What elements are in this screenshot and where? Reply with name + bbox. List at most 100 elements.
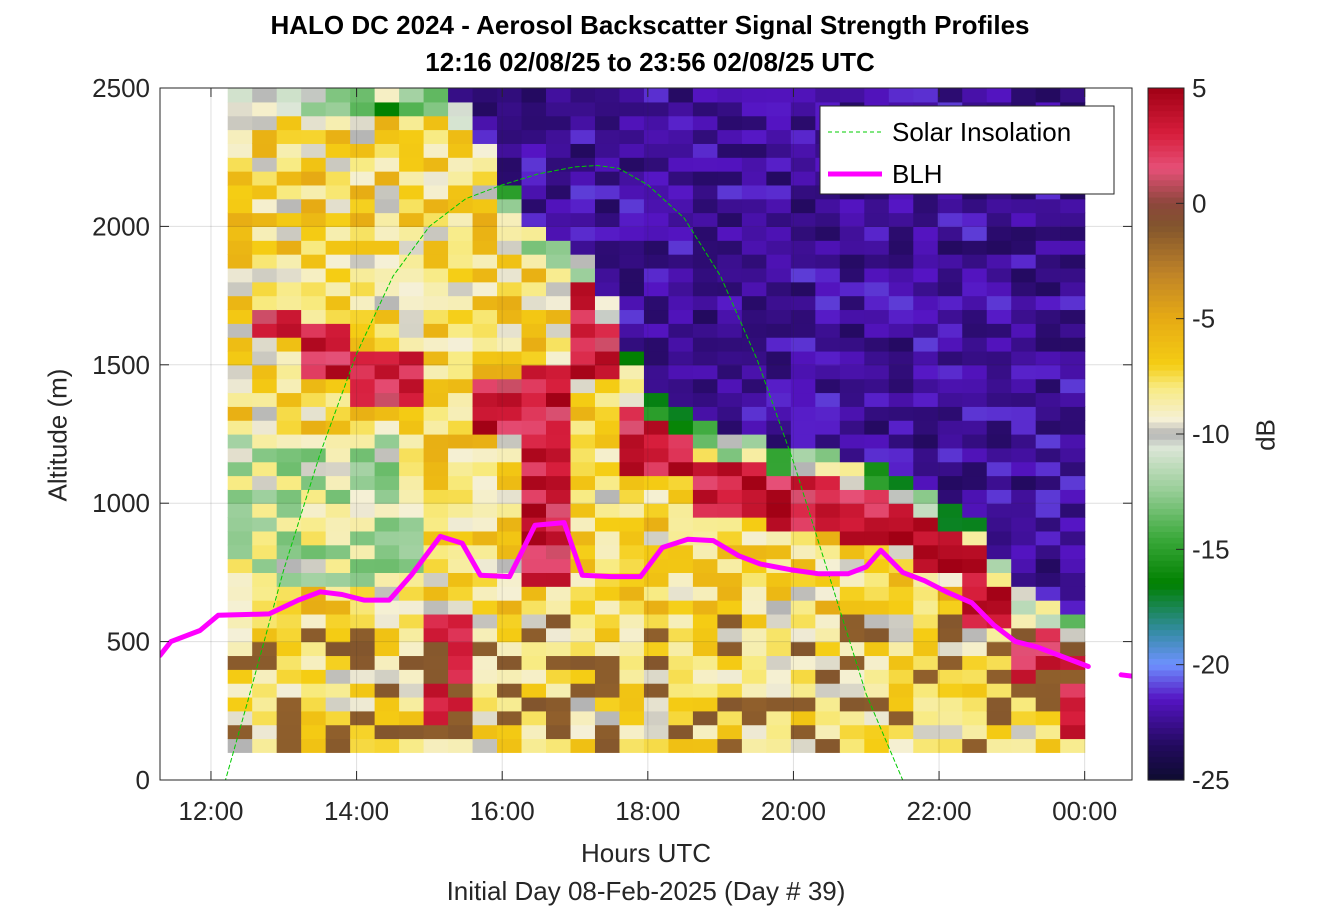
- heatmap-cell: [717, 406, 743, 421]
- heatmap-cell: [888, 240, 914, 255]
- heatmap-cell: [399, 254, 425, 269]
- heatmap-cell: [986, 281, 1012, 297]
- heatmap-cell: [325, 475, 351, 490]
- heatmap-cell: [546, 350, 572, 366]
- heatmap-cell: [252, 323, 278, 338]
- heatmap-cell: [448, 503, 474, 518]
- heatmap-cell: [741, 710, 767, 726]
- heatmap-cell: [1060, 378, 1086, 394]
- heatmap-cell: [1011, 323, 1037, 338]
- heatmap-cell: [472, 683, 498, 698]
- heatmap-cell: [913, 489, 939, 504]
- heatmap-cell: [1060, 613, 1086, 629]
- heatmap-cell: [839, 350, 865, 366]
- x-tick-label: 22:00: [907, 796, 972, 826]
- heatmap-cell: [1060, 683, 1086, 698]
- heatmap-cell: [1011, 669, 1037, 684]
- heatmap-cell: [643, 309, 670, 324]
- heatmap-cell: [1035, 558, 1061, 573]
- colorbar-segment: [1148, 474, 1184, 481]
- heatmap-cell: [888, 212, 914, 227]
- heatmap-cell: [790, 254, 816, 269]
- heatmap-cell: [521, 129, 547, 144]
- heatmap-cell: [717, 738, 743, 753]
- heatmap-cell: [741, 489, 767, 504]
- heatmap-cell: [986, 475, 1012, 490]
- heatmap-cell: [252, 364, 278, 380]
- heatmap-cell: [668, 392, 694, 407]
- heatmap-cell: [448, 669, 474, 684]
- heatmap-cell: [350, 710, 376, 726]
- heatmap-cell: [325, 323, 351, 338]
- heatmap-cell: [766, 655, 792, 670]
- heatmap-cell: [668, 364, 694, 380]
- heatmap-cell: [888, 420, 914, 435]
- heatmap-cell: [692, 600, 718, 615]
- heatmap-cell: [668, 475, 694, 490]
- heatmap-cell: [790, 212, 816, 227]
- heatmap-cell: [913, 600, 939, 615]
- heatmap-cell: [594, 530, 621, 546]
- heatmap-cell: [668, 254, 694, 269]
- heatmap-cell: [472, 254, 498, 269]
- heatmap-cell: [301, 350, 327, 366]
- heatmap-cell: [546, 489, 572, 504]
- heatmap-cell: [472, 641, 498, 657]
- heatmap-cell: [301, 641, 327, 657]
- heatmap-cell: [619, 406, 645, 421]
- heatmap-cell: [325, 281, 351, 297]
- heatmap-cell: [937, 226, 963, 241]
- heatmap-cell: [570, 641, 596, 657]
- heatmap-cell: [1011, 655, 1037, 670]
- heatmap-cell: [570, 655, 596, 670]
- heatmap-cell: [521, 600, 547, 615]
- heatmap-cell: [252, 392, 278, 407]
- heatmap-cell: [962, 696, 988, 712]
- heatmap-cell: [350, 724, 376, 740]
- heatmap-cell: [717, 724, 743, 740]
- heatmap-cell: [423, 101, 449, 117]
- colorbar-tick-label: -15: [1192, 534, 1230, 564]
- heatmap-cell: [643, 337, 670, 352]
- heatmap-cell: [1035, 461, 1061, 477]
- heatmap-cell: [546, 586, 572, 601]
- heatmap-cell: [448, 337, 474, 352]
- heatmap-cell: [448, 129, 474, 144]
- heatmap-cell: [717, 627, 743, 643]
- heatmap-cell: [546, 503, 572, 518]
- colorbar-segment: [1148, 462, 1184, 470]
- heatmap-cell: [766, 613, 792, 629]
- x-tick-label: 18:00: [615, 796, 680, 826]
- heatmap-cell: [497, 392, 523, 407]
- heatmap-cell: [301, 544, 327, 560]
- heatmap-cell: [790, 198, 816, 214]
- heatmap-cell: [619, 489, 645, 504]
- heatmap-cell: [619, 655, 645, 670]
- heatmap-cell: [888, 434, 914, 449]
- heatmap-cell: [692, 461, 718, 477]
- heatmap-cell: [301, 696, 327, 712]
- heatmap-cell: [815, 696, 841, 712]
- heatmap-cell: [790, 517, 816, 532]
- heatmap-cell: [913, 738, 939, 753]
- heatmap-cell: [741, 88, 767, 103]
- heatmap-cell: [497, 544, 523, 560]
- heatmap-cell: [864, 198, 890, 214]
- heatmap-cell: [619, 198, 645, 214]
- heatmap-cell: [864, 738, 890, 753]
- heatmap-cell: [668, 434, 694, 449]
- heatmap-cell: [790, 226, 816, 241]
- heatmap-cell: [325, 461, 351, 477]
- heatmap-cell: [937, 447, 963, 463]
- heatmap-cell: [497, 240, 523, 255]
- heatmap-cell: [815, 309, 841, 324]
- heatmap-cell: [227, 572, 253, 587]
- heatmap-cell: [448, 683, 474, 698]
- heatmap-cell: [790, 544, 816, 560]
- series-layer: [160, 165, 1132, 780]
- heatmap-cell: [766, 281, 792, 297]
- heatmap-cell: [986, 503, 1012, 518]
- heatmap-cell: [301, 669, 327, 684]
- heatmap-cell: [839, 323, 865, 338]
- heatmap-cell: [227, 530, 253, 546]
